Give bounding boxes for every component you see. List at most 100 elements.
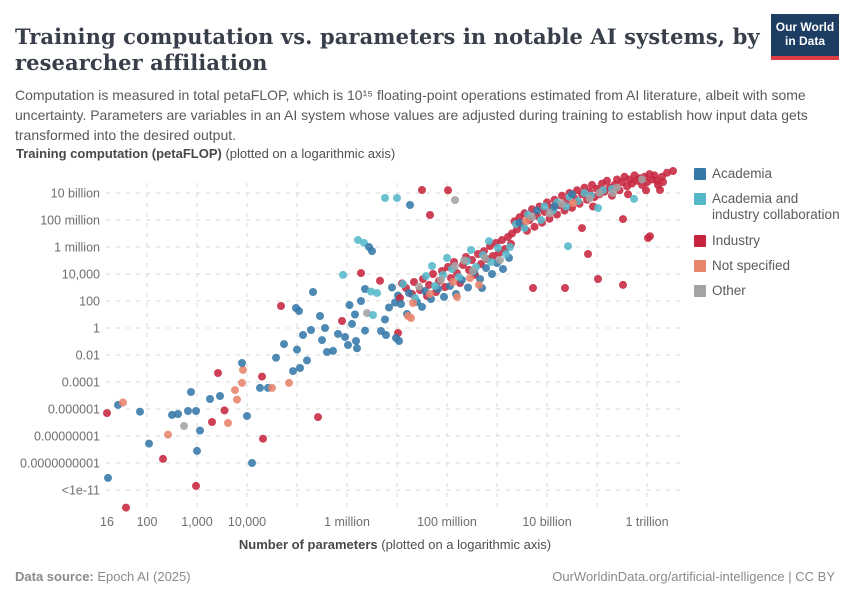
scatter-point[interactable] [348, 319, 356, 328]
scatter-point[interactable] [344, 341, 352, 349]
owid-logo[interactable]: Our World in Data [771, 14, 839, 60]
scatter-point[interactable] [159, 454, 167, 463]
scatter-point[interactable] [238, 378, 246, 387]
legend-item-industry[interactable]: Industry [694, 233, 846, 249]
scatter-point[interactable] [642, 186, 650, 195]
scatter-point[interactable] [192, 407, 200, 415]
scatter-point[interactable] [233, 395, 241, 404]
scatter-point[interactable] [352, 337, 360, 345]
scatter-point[interactable] [395, 337, 403, 345]
scatter-point[interactable] [609, 189, 617, 197]
scatter-point[interactable] [515, 218, 524, 227]
scatter-point[interactable] [136, 407, 144, 416]
scatter-point[interactable] [397, 300, 405, 308]
scatter-point[interactable] [595, 189, 604, 197]
scatter-point[interactable] [428, 262, 436, 270]
scatter-point[interactable] [248, 459, 256, 467]
scatter-point[interactable] [272, 353, 280, 362]
scatter-point[interactable] [584, 250, 592, 258]
scatter-point[interactable] [437, 275, 445, 284]
scatter-point[interactable] [460, 256, 468, 265]
scatter-point[interactable] [485, 237, 493, 246]
scatter-point[interactable] [449, 278, 457, 286]
scatter-point[interactable] [351, 310, 359, 319]
scatter-point[interactable] [444, 186, 452, 195]
scatter-point[interactable] [429, 270, 437, 278]
scatter-point[interactable] [354, 236, 362, 244]
scatter-point[interactable] [299, 331, 307, 339]
legend-item-academia[interactable]: Academia [694, 166, 846, 182]
scatter-point[interactable] [585, 194, 594, 203]
scatter-point[interactable] [481, 253, 489, 262]
scatter-point[interactable] [259, 434, 267, 443]
scatter-point[interactable] [506, 243, 514, 251]
scatter-point[interactable] [103, 409, 111, 418]
scatter-point[interactable] [545, 209, 554, 218]
scatter-point[interactable] [367, 287, 375, 296]
scatter-point[interactable] [415, 282, 423, 291]
scatter-point[interactable] [426, 290, 434, 298]
scatter-point[interactable] [476, 275, 484, 283]
scatter-point[interactable] [530, 222, 539, 231]
scatter-point[interactable] [361, 285, 369, 293]
scatter-point[interactable] [399, 280, 407, 288]
scatter-point[interactable] [644, 234, 652, 242]
scatter-point[interactable] [224, 419, 232, 427]
scatter-point[interactable] [440, 292, 448, 301]
scatter-point[interactable] [104, 473, 112, 482]
scatter-point[interactable] [382, 331, 390, 339]
scatter-point[interactable] [451, 196, 459, 204]
scatter-point[interactable] [388, 283, 396, 292]
scatter-point[interactable] [569, 199, 577, 207]
scatter-point[interactable] [453, 292, 461, 301]
scatter-point[interactable] [669, 167, 677, 175]
scatter-point[interactable] [522, 217, 530, 226]
scatter-point[interactable] [208, 418, 216, 426]
scatter-point[interactable] [373, 289, 381, 297]
scatter-point[interactable] [537, 216, 545, 224]
legend-item-academia-and-industry-collaboration[interactable]: Academia and industry collaboration [694, 191, 846, 223]
scatter-point[interactable] [422, 272, 430, 280]
scatter-point[interactable] [475, 280, 483, 289]
scatter-point[interactable] [323, 348, 331, 356]
scatter-point[interactable] [594, 204, 602, 212]
scatter-point[interactable] [404, 312, 412, 320]
scatter-point[interactable] [494, 243, 502, 252]
scatter-point[interactable] [578, 224, 586, 233]
scatter-point[interactable] [426, 211, 434, 219]
scatter-point[interactable] [425, 280, 433, 289]
scatter-point[interactable] [467, 246, 475, 254]
scatter-point[interactable] [558, 199, 566, 208]
scatter-point[interactable] [418, 186, 426, 194]
attribution-link[interactable]: OurWorldinData.org/artificial-intelligen… [552, 569, 835, 584]
scatter-point[interactable] [498, 236, 506, 244]
scatter-point[interactable] [451, 262, 459, 270]
scatter-point[interactable] [630, 194, 638, 203]
scatter-point[interactable] [338, 317, 346, 325]
scatter-point[interactable] [285, 378, 293, 387]
scatter-point[interactable] [318, 336, 326, 345]
scatter-point[interactable] [168, 410, 176, 419]
scatter-point[interactable] [385, 303, 393, 312]
scatter-point[interactable] [293, 345, 301, 354]
scatter-point[interactable] [296, 364, 304, 372]
scatter-point[interactable] [568, 190, 576, 199]
scatter-point[interactable] [431, 282, 439, 290]
scatter-point[interactable] [487, 258, 495, 266]
scatter-point[interactable] [369, 311, 377, 319]
scatter-point[interactable] [314, 413, 322, 422]
scatter-point[interactable] [187, 388, 195, 396]
scatter-point[interactable] [280, 340, 288, 349]
scatter-point[interactable] [529, 284, 537, 292]
scatter-point[interactable] [409, 299, 417, 307]
scatter-point[interactable] [455, 273, 463, 281]
scatter-point[interactable] [258, 372, 266, 381]
scatter-point[interactable] [381, 315, 389, 324]
scatter-point[interactable] [406, 201, 414, 209]
scatter-point[interactable] [303, 356, 311, 365]
scatter-point[interactable] [238, 359, 246, 367]
scatter-point[interactable] [239, 365, 247, 374]
scatter-point[interactable] [464, 283, 472, 292]
scatter-point[interactable] [393, 194, 401, 202]
scatter-point[interactable] [499, 265, 507, 273]
